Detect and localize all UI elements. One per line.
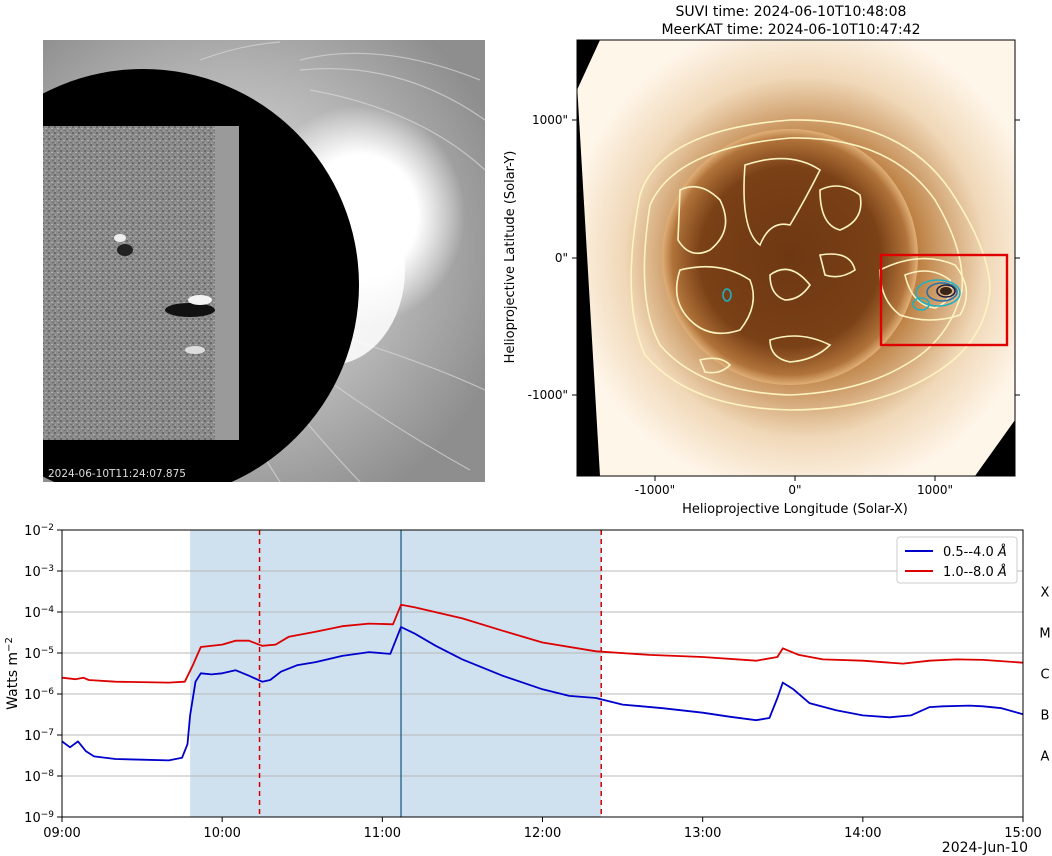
- euv-inset-features: [114, 126, 239, 440]
- solar-xticks: -1000" 0" 1000": [635, 476, 953, 497]
- active-region-dark: [165, 303, 215, 317]
- flare-class-label: X: [1041, 586, 1050, 601]
- solar-ytick-label: 1000": [532, 113, 568, 127]
- flare-class-labels: A B C M X: [1039, 586, 1050, 765]
- bright-loop: [185, 346, 205, 354]
- goes-ylabel: Watts m−2: [4, 637, 22, 710]
- solar-disk: [662, 129, 918, 385]
- flare-core: [940, 287, 952, 295]
- y-tick-label: 10−4: [24, 605, 54, 621]
- y-tick-label: 10−2: [24, 523, 54, 539]
- coronagraph-panel: 2024-06-10T11:24:07.875: [43, 40, 485, 482]
- solar-xtick-label: -1000": [635, 483, 675, 497]
- series-line-0: [61, 626, 1024, 762]
- y-axis: 10−9 10−8 10−7 10−6 10−5 10−4 10−3 10−2: [24, 523, 62, 826]
- euv-inset-image: [43, 126, 239, 440]
- region-of-interest-box: [879, 253, 1009, 347]
- solar-ytick-label: -1000": [528, 388, 568, 402]
- y-tick-label: 10−5: [24, 646, 54, 662]
- legend-label: 0.5--4.0 Å: [943, 544, 1007, 560]
- x-axis: 09:00 10:00 11:00 12:00 13:00 14:00 15:00: [43, 817, 1042, 841]
- flare-class-label: B: [1041, 709, 1050, 724]
- active-region-bright: [188, 295, 212, 305]
- x-tick-label: 10:00: [203, 826, 240, 841]
- x-tick-label: 14:00: [844, 826, 881, 841]
- radio-contours: [630, 119, 991, 411]
- inner-radio-contours: [722, 279, 961, 311]
- x-tick-label: 09:00: [43, 826, 80, 841]
- corona-timestamp: 2024-06-10T11:24:07.875: [48, 468, 186, 480]
- x-tick-label: 13:00: [684, 826, 721, 841]
- flare-class-label: C: [1040, 668, 1049, 683]
- y-tick-label: 10−8: [24, 769, 54, 785]
- dark-feature: [117, 244, 133, 256]
- solar-ytick-label: 0": [555, 251, 568, 265]
- bright-feature: [114, 234, 126, 242]
- solar-map-panel: SUVI time: 2024-06-10T10:48:08 MeerKAT t…: [503, 4, 1020, 517]
- solar-ylabel: Helioprojective Latitude (Solar-Y): [503, 151, 518, 364]
- event-lines: [258, 530, 602, 817]
- solar-xlabel: Helioprojective Longitude (Solar-X): [682, 502, 908, 517]
- x-tick-label: 15:00: [1004, 826, 1041, 841]
- y-tick-label: 10−3: [24, 564, 54, 580]
- solar-yticks: 1000" 0" -1000": [528, 113, 1020, 402]
- shaded-interval: [190, 530, 602, 817]
- flare-class-label: A: [1041, 750, 1050, 765]
- gridlines: [62, 570, 1023, 777]
- x-tick-label: 12:00: [524, 826, 561, 841]
- legend-label: 1.0--8.0 Å: [943, 564, 1007, 580]
- solar-title-line1: SUVI time: 2024-06-10T10:48:08: [676, 4, 907, 20]
- y-tick-label: 10−7: [24, 728, 54, 744]
- x-tick-label: 11:00: [364, 826, 401, 841]
- solar-xtick-label: 0": [788, 483, 801, 497]
- date-label: 2024-Jun-10: [942, 840, 1028, 856]
- legend: 0.5--4.0 Å 1.0--8.0 Å: [896, 536, 1018, 584]
- solar-title-line2: MeerKAT time: 2024-06-10T10:47:42: [661, 22, 920, 38]
- euv-inset-edge: [215, 126, 239, 440]
- y-tick-label: 10−6: [24, 687, 54, 703]
- goes-xray-chart: 09:00 10:00 11:00 12:00 13:00 14:00 15:00 10−9…: [4, 523, 1051, 856]
- series-layer: [61, 603, 1024, 762]
- y-tick-label: 10−9: [24, 810, 54, 826]
- series-line-1: [61, 603, 1024, 684]
- solar-xtick-label: 1000": [917, 483, 953, 497]
- shaded-interval-layer: [190, 530, 602, 817]
- flare-class-label: M: [1039, 627, 1050, 642]
